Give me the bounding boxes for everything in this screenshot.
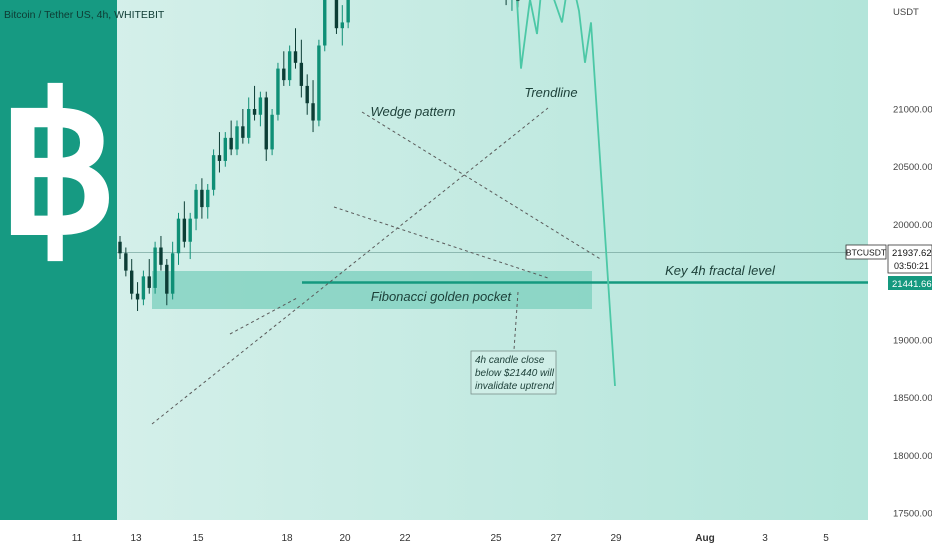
current-price-value: 21937.62 xyxy=(892,248,932,259)
price-tick-10: 20000.00 xyxy=(893,220,932,231)
candle-body xyxy=(194,190,197,219)
candle[interactable] xyxy=(212,149,215,195)
candle-body xyxy=(206,190,209,207)
note-line-3: invalidate uptrend xyxy=(475,381,554,392)
candle-body xyxy=(153,248,156,288)
candle[interactable] xyxy=(288,46,291,86)
time-tick-1: 13 xyxy=(130,533,142,544)
price-tick-9: 20500.00 xyxy=(893,162,932,173)
candle[interactable] xyxy=(323,0,326,51)
wedge-pattern-label: Wedge pattern xyxy=(370,104,455,119)
candle-body xyxy=(171,253,174,293)
candle-body xyxy=(224,138,227,161)
time-tick-2: 15 xyxy=(192,533,204,544)
candle-body xyxy=(259,97,262,114)
bitcoin-logo-icon: ฿ xyxy=(0,61,118,273)
note-line-2: below $21440 will xyxy=(475,368,555,379)
time-tick-11: 5 xyxy=(823,533,829,544)
candle-body xyxy=(265,97,268,149)
candle-body xyxy=(253,109,256,115)
candle-body xyxy=(165,265,168,294)
candle-body xyxy=(159,248,162,265)
price-axis-unit: USDT xyxy=(893,7,919,18)
candle-body xyxy=(317,46,320,121)
candle-body xyxy=(189,219,192,242)
candle-body xyxy=(247,109,250,138)
price-tick-12: 19000.00 xyxy=(893,335,932,346)
note-line-1: 4h candle close xyxy=(475,355,545,366)
time-tick-8: 29 xyxy=(610,533,622,544)
candle-body xyxy=(241,126,244,138)
time-tick-9: Aug xyxy=(695,533,714,544)
candle-body xyxy=(270,115,273,150)
candle-body xyxy=(229,138,232,150)
candle-body xyxy=(218,155,221,161)
candle-body xyxy=(294,51,297,63)
time-tick-7: 27 xyxy=(550,533,562,544)
candle-body xyxy=(306,86,309,103)
candle-body xyxy=(323,0,326,46)
fib-zone-label: Fibonacci golden pocket xyxy=(371,289,513,304)
candle[interactable] xyxy=(276,63,279,121)
candle-body xyxy=(148,276,151,288)
candle-body xyxy=(183,219,186,242)
time-tick-4: 20 xyxy=(339,533,351,544)
price-axis-panel[interactable] xyxy=(868,0,932,550)
candle-body xyxy=(335,0,338,28)
time-tick-5: 22 xyxy=(399,533,411,544)
candle-body xyxy=(177,219,180,254)
candle-body xyxy=(200,190,203,207)
price-tick-15: 17500.00 xyxy=(893,509,932,520)
price-tick-14: 18000.00 xyxy=(893,451,932,462)
candle-body xyxy=(346,0,349,22)
candle-body xyxy=(212,155,215,190)
candle-body xyxy=(118,242,121,254)
candle-body xyxy=(142,276,145,299)
candle-body xyxy=(282,69,285,81)
candle-body xyxy=(136,294,139,300)
time-tick-3: 18 xyxy=(281,533,293,544)
chart-title: Bitcoin / Tether US, 4h, WHITEBIT xyxy=(4,9,165,21)
candle-body xyxy=(341,22,344,28)
candle-body xyxy=(235,126,238,149)
candle-body xyxy=(311,103,314,120)
candle-body xyxy=(288,51,291,80)
plot-background xyxy=(0,0,868,520)
candle[interactable] xyxy=(317,40,320,127)
candle-body xyxy=(124,253,127,270)
candle-body xyxy=(276,69,279,115)
key-level-label: Key 4h fractal level xyxy=(665,263,776,278)
key-level-price-value: 21441.66 xyxy=(892,279,932,290)
candle-body xyxy=(130,271,133,294)
candle-countdown: 03:50:21 xyxy=(894,261,929,271)
time-tick-10: 3 xyxy=(762,533,768,544)
price-tick-13: 18500.00 xyxy=(893,393,932,404)
candle-body xyxy=(516,0,519,1)
price-tick-8: 21000.00 xyxy=(893,105,932,116)
candle[interactable] xyxy=(153,242,156,294)
time-tick-0: 11 xyxy=(72,533,83,544)
trendline-label: Trendline xyxy=(524,85,577,100)
symbol-badge-label: BTCUSDT xyxy=(846,248,886,258)
candle-body xyxy=(300,63,303,86)
time-tick-6: 25 xyxy=(490,533,502,544)
candle[interactable] xyxy=(270,109,273,155)
